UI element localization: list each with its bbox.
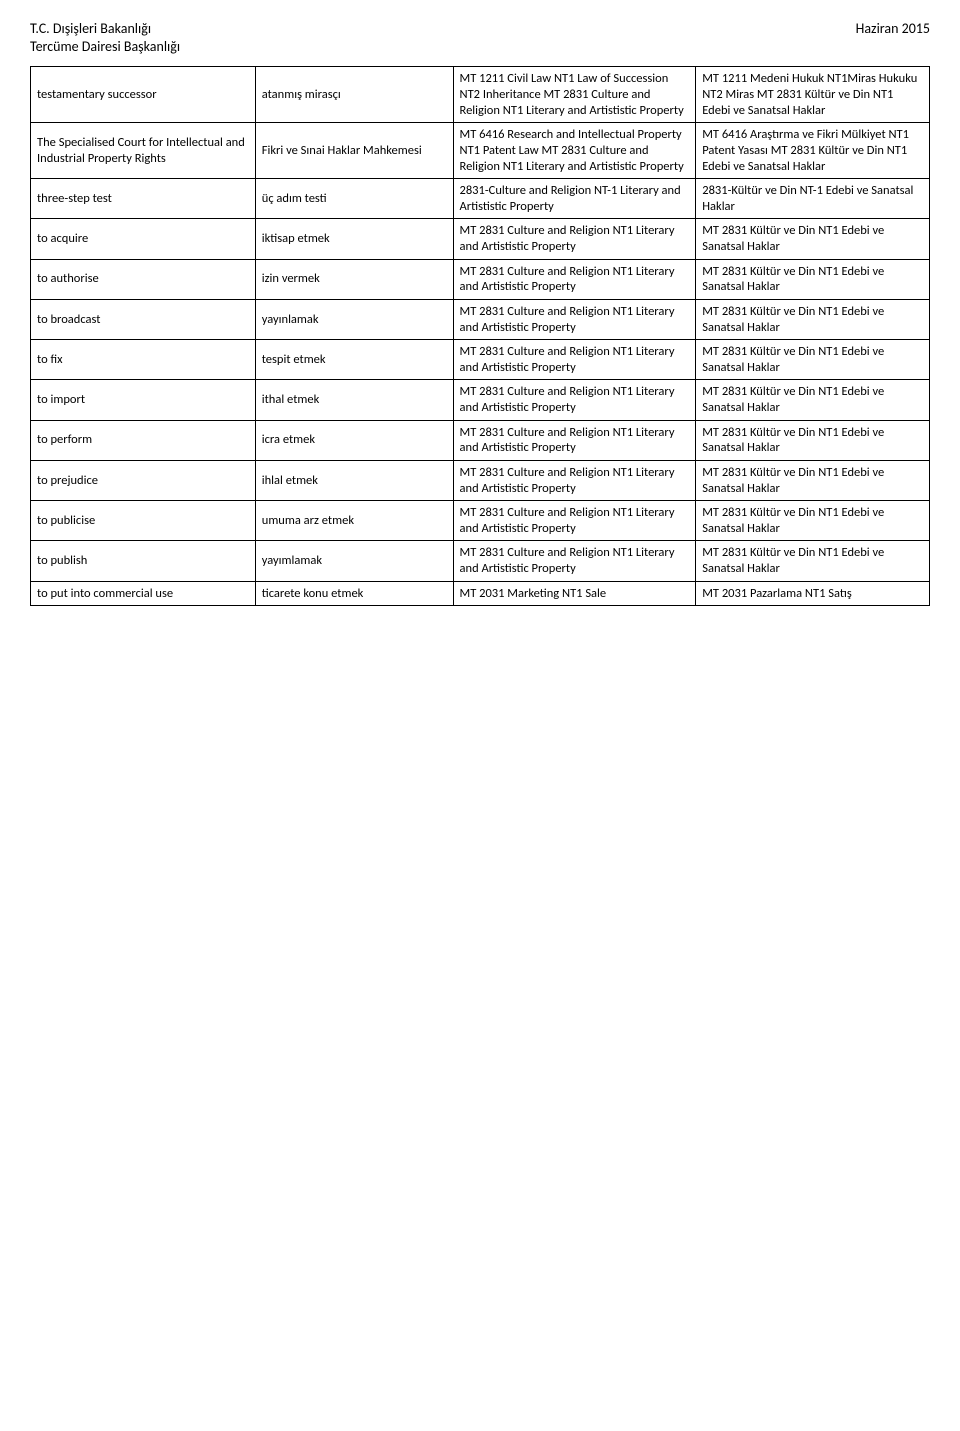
english-category-cell: MT 2031 Marketing NT1 Sale bbox=[453, 581, 696, 606]
turkish-category-cell: 2831-Kültür ve Din NT-1 Edebi ve Sanatsa… bbox=[696, 179, 930, 219]
english-term-cell: to publish bbox=[31, 541, 256, 581]
english-category-cell: MT 2831 Culture and Religion NT1 Literar… bbox=[453, 501, 696, 541]
turkish-category-cell: MT 2831 Kültür ve Din NT1 Edebi ve Sanat… bbox=[696, 501, 930, 541]
english-category-cell: MT 2831 Culture and Religion NT1 Literar… bbox=[453, 259, 696, 299]
turkish-category-cell: MT 2831 Kültür ve Din NT1 Edebi ve Sanat… bbox=[696, 541, 930, 581]
turkish-category-cell: MT 6416 Araştırma ve Fikri Mülkiyet NT1 … bbox=[696, 123, 930, 179]
header-left: T.C. Dışişleri Bakanlığı Tercüme Dairesi… bbox=[30, 20, 180, 56]
english-category-cell: MT 1211 Civil Law NT1 Law of Succession … bbox=[453, 67, 696, 123]
turkish-category-cell: MT 2831 Kültür ve Din NT1 Edebi ve Sanat… bbox=[696, 259, 930, 299]
turkish-term-cell: Fikri ve Sınai Haklar Mahkemesi bbox=[255, 123, 453, 179]
english-term-cell: three-step test bbox=[31, 179, 256, 219]
english-category-cell: MT 2831 Culture and Religion NT1 Literar… bbox=[453, 299, 696, 339]
turkish-category-cell: MT 2831 Kültür ve Din NT1 Edebi ve Sanat… bbox=[696, 340, 930, 380]
turkish-term-cell: ticarete konu etmek bbox=[255, 581, 453, 606]
table-row: to authoriseizin vermekMT 2831 Culture a… bbox=[31, 259, 930, 299]
english-term-cell: to fix bbox=[31, 340, 256, 380]
turkish-term-cell: ihlal etmek bbox=[255, 460, 453, 500]
turkish-category-cell: MT 2831 Kültür ve Din NT1 Edebi ve Sanat… bbox=[696, 460, 930, 500]
turkish-category-cell: MT 1211 Medeni Hukuk NT1Miras Hukuku NT2… bbox=[696, 67, 930, 123]
turkish-term-cell: umuma arz etmek bbox=[255, 501, 453, 541]
table-row: testamentary successoratanmış mirasçıMT … bbox=[31, 67, 930, 123]
turkish-term-cell: icra etmek bbox=[255, 420, 453, 460]
english-term-cell: to put into commercial use bbox=[31, 581, 256, 606]
glossary-table: testamentary successoratanmış mirasçıMT … bbox=[30, 66, 930, 606]
table-row: The Specialised Court for Intellectual a… bbox=[31, 123, 930, 179]
english-term-cell: to import bbox=[31, 380, 256, 420]
table-row: to performicra etmekMT 2831 Culture and … bbox=[31, 420, 930, 460]
table-row: to publiciseumuma arz etmekMT 2831 Cultu… bbox=[31, 501, 930, 541]
header-org-line1: T.C. Dışişleri Bakanlığı bbox=[30, 20, 180, 38]
english-category-cell: MT 6416 Research and Intellectual Proper… bbox=[453, 123, 696, 179]
table-row: to prejudiceihlal etmekMT 2831 Culture a… bbox=[31, 460, 930, 500]
turkish-category-cell: MT 2831 Kültür ve Din NT1 Edebi ve Sanat… bbox=[696, 420, 930, 460]
english-term-cell: to perform bbox=[31, 420, 256, 460]
english-category-cell: 2831-Culture and Religion NT-1 Literary … bbox=[453, 179, 696, 219]
turkish-term-cell: atanmış mirasçı bbox=[255, 67, 453, 123]
table-row: to fixtespit etmekMT 2831 Culture and Re… bbox=[31, 340, 930, 380]
turkish-term-cell: tespit etmek bbox=[255, 340, 453, 380]
english-term-cell: to acquire bbox=[31, 219, 256, 259]
turkish-term-cell: üç adım testi bbox=[255, 179, 453, 219]
table-row: to importithal etmekMT 2831 Culture and … bbox=[31, 380, 930, 420]
table-row: to broadcastyayınlamakMT 2831 Culture an… bbox=[31, 299, 930, 339]
english-category-cell: MT 2831 Culture and Religion NT1 Literar… bbox=[453, 420, 696, 460]
table-row: three-step testüç adım testi2831-Culture… bbox=[31, 179, 930, 219]
english-category-cell: MT 2831 Culture and Religion NT1 Literar… bbox=[453, 460, 696, 500]
english-term-cell: to broadcast bbox=[31, 299, 256, 339]
english-term-cell: testamentary successor bbox=[31, 67, 256, 123]
turkish-term-cell: yayınlamak bbox=[255, 299, 453, 339]
page-header: T.C. Dışişleri Bakanlığı Tercüme Dairesi… bbox=[30, 20, 930, 56]
turkish-term-cell: yayımlamak bbox=[255, 541, 453, 581]
turkish-term-cell: iktisap etmek bbox=[255, 219, 453, 259]
header-date: Haziran 2015 bbox=[856, 20, 930, 56]
english-term-cell: The Specialised Court for Intellectual a… bbox=[31, 123, 256, 179]
english-term-cell: to publicise bbox=[31, 501, 256, 541]
english-term-cell: to prejudice bbox=[31, 460, 256, 500]
table-row: to publishyayımlamakMT 2831 Culture and … bbox=[31, 541, 930, 581]
english-term-cell: to authorise bbox=[31, 259, 256, 299]
turkish-category-cell: MT 2831 Kültür ve Din NT1 Edebi ve Sanat… bbox=[696, 299, 930, 339]
turkish-category-cell: MT 2831 Kültür ve Din NT1 Edebi ve Sanat… bbox=[696, 219, 930, 259]
english-category-cell: MT 2831 Culture and Religion NT1 Literar… bbox=[453, 380, 696, 420]
header-org-line2: Tercüme Dairesi Başkanlığı bbox=[30, 38, 180, 56]
turkish-term-cell: izin vermek bbox=[255, 259, 453, 299]
turkish-term-cell: ithal etmek bbox=[255, 380, 453, 420]
turkish-category-cell: MT 2831 Kültür ve Din NT1 Edebi ve Sanat… bbox=[696, 380, 930, 420]
english-category-cell: MT 2831 Culture and Religion NT1 Literar… bbox=[453, 541, 696, 581]
turkish-category-cell: MT 2031 Pazarlama NT1 Satış bbox=[696, 581, 930, 606]
table-row: to put into commercial useticarete konu … bbox=[31, 581, 930, 606]
english-category-cell: MT 2831 Culture and Religion NT1 Literar… bbox=[453, 340, 696, 380]
english-category-cell: MT 2831 Culture and Religion NT1 Literar… bbox=[453, 219, 696, 259]
table-row: to acquireiktisap etmekMT 2831 Culture a… bbox=[31, 219, 930, 259]
